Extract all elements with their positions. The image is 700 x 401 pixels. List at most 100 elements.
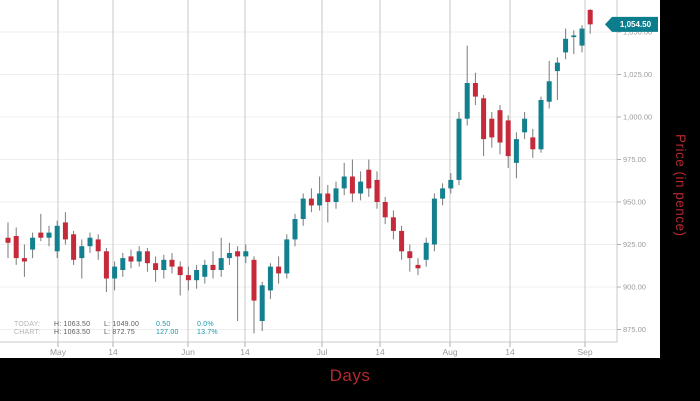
candlestick[interactable] bbox=[358, 181, 364, 194]
candlestick[interactable] bbox=[276, 266, 282, 274]
candlestick[interactable] bbox=[349, 176, 355, 194]
date-tick-label: 14 bbox=[375, 347, 385, 357]
candlestick[interactable] bbox=[210, 264, 216, 270]
price-chart[interactable]: 1,050.00 1,025.00 1,000.00 975.00 950.00 925.… bbox=[0, 0, 660, 358]
candlestick[interactable] bbox=[390, 217, 396, 231]
candlestick[interactable] bbox=[218, 258, 224, 270]
candlestick[interactable] bbox=[194, 270, 200, 281]
candlestick[interactable] bbox=[579, 28, 585, 46]
candlestick[interactable] bbox=[317, 193, 323, 206]
chart-canvas[interactable]: 1,050.00 1,025.00 1,000.00 975.00 950.00 925.… bbox=[0, 0, 660, 358]
price-tick-label: 975.00 bbox=[623, 155, 646, 164]
last-price-badge bbox=[605, 16, 658, 32]
candlestick[interactable] bbox=[112, 266, 118, 279]
candlestick[interactable] bbox=[333, 188, 339, 202]
candlestick[interactable] bbox=[505, 120, 511, 157]
candlestick[interactable] bbox=[489, 118, 495, 138]
price-tick-label: 1,000.00 bbox=[623, 113, 652, 122]
candlestick[interactable] bbox=[79, 246, 85, 259]
candlestick[interactable] bbox=[5, 237, 11, 243]
candlestick[interactable] bbox=[423, 242, 429, 260]
candlestick[interactable] bbox=[341, 176, 347, 189]
candlestick[interactable] bbox=[62, 222, 68, 240]
candlestick[interactable] bbox=[226, 253, 232, 259]
candlestick[interactable] bbox=[202, 264, 208, 277]
candlestick[interactable] bbox=[464, 83, 470, 119]
candlestick[interactable] bbox=[513, 139, 519, 163]
candlestick[interactable] bbox=[415, 264, 421, 269]
candlestick[interactable] bbox=[259, 285, 265, 321]
candlestick[interactable] bbox=[563, 38, 569, 53]
x-axis-title: Days bbox=[329, 366, 371, 385]
candlestick[interactable] bbox=[87, 237, 93, 247]
candlestick[interactable] bbox=[177, 266, 183, 276]
candlestick[interactable] bbox=[382, 202, 388, 218]
price-tick-label: 875.00 bbox=[623, 325, 646, 334]
candlestick[interactable] bbox=[185, 275, 191, 281]
candlestick[interactable] bbox=[169, 259, 175, 267]
candlestick[interactable] bbox=[530, 137, 536, 150]
candlestick[interactable] bbox=[587, 9, 593, 25]
candlestick[interactable] bbox=[54, 225, 60, 252]
legend-today-label: TODAY: bbox=[14, 321, 41, 328]
date-tick-label: Aug bbox=[442, 347, 457, 357]
legend-chart-low: L: 872.75 bbox=[104, 329, 135, 336]
candlestick[interactable] bbox=[472, 83, 478, 97]
candlestick[interactable] bbox=[267, 266, 273, 291]
candlestick[interactable] bbox=[46, 232, 52, 238]
y-axis-title: Price (in pence) bbox=[673, 133, 688, 237]
candlestick[interactable] bbox=[38, 232, 44, 238]
candlestick[interactable] bbox=[144, 251, 150, 264]
candlestick[interactable] bbox=[538, 100, 544, 150]
legend-row-today: TODAY: H: 1063.50 L: 1049.00 0.50 0.0% bbox=[14, 321, 218, 329]
price-tick-label: 950.00 bbox=[623, 198, 646, 207]
price-tick-label: 1,050.00 bbox=[623, 28, 652, 37]
candlestick[interactable] bbox=[308, 198, 314, 206]
candlestick[interactable] bbox=[103, 251, 109, 279]
candlestick[interactable] bbox=[300, 198, 306, 219]
candlestick[interactable] bbox=[30, 237, 36, 250]
candlestick[interactable] bbox=[21, 258, 27, 262]
candlestick[interactable] bbox=[554, 62, 560, 72]
candlestick[interactable] bbox=[399, 230, 405, 252]
price-tick-label: 1,025.00 bbox=[623, 70, 652, 79]
legend-today-change: 0.50 bbox=[156, 321, 171, 328]
candlestick[interactable] bbox=[128, 256, 134, 262]
candlestick[interactable] bbox=[71, 234, 77, 260]
date-tick-label: May bbox=[50, 347, 67, 357]
candlestick[interactable] bbox=[456, 118, 462, 180]
candlestick[interactable] bbox=[235, 251, 241, 257]
candlestick[interactable] bbox=[292, 219, 298, 240]
candlestick[interactable] bbox=[546, 81, 552, 102]
date-tick-label: Sep bbox=[577, 347, 592, 357]
legend-chart-change: 127.00 bbox=[156, 329, 179, 336]
candlestick[interactable] bbox=[120, 258, 126, 270]
candlestick[interactable] bbox=[284, 239, 290, 274]
candlestick[interactable] bbox=[325, 193, 331, 203]
candlestick[interactable] bbox=[407, 251, 413, 259]
candlestick[interactable] bbox=[95, 239, 101, 252]
candlestick[interactable] bbox=[448, 179, 454, 189]
price-tick-label: 900.00 bbox=[623, 283, 646, 292]
candlestick[interactable] bbox=[440, 188, 446, 199]
last-price-badge-label: 1,054.50 bbox=[620, 20, 652, 29]
candlestick[interactable] bbox=[136, 251, 142, 262]
candlestick[interactable] bbox=[497, 110, 503, 143]
candlestick[interactable] bbox=[251, 259, 257, 301]
candlestick[interactable] bbox=[13, 236, 19, 259]
candlestick[interactable] bbox=[481, 98, 487, 140]
date-tick-label: 14 bbox=[240, 347, 250, 357]
candlestick[interactable] bbox=[153, 263, 159, 270]
candlestick[interactable] bbox=[374, 179, 380, 202]
legend-today-low: L: 1049.00 bbox=[104, 321, 140, 328]
candlestick[interactable] bbox=[522, 118, 528, 133]
legend-chart-label: CHART: bbox=[14, 329, 41, 336]
candlestick[interactable] bbox=[366, 169, 372, 189]
candlestick[interactable] bbox=[431, 198, 437, 245]
candlestick[interactable] bbox=[161, 259, 167, 270]
legend-chart-pct: 13.7% bbox=[197, 329, 218, 336]
legend-row-chart: CHART: H: 1063.50 L: 872.75 127.00 13.7% bbox=[14, 329, 218, 337]
candlestick[interactable] bbox=[571, 35, 577, 38]
candlestick[interactable] bbox=[243, 251, 249, 257]
date-tick-label: 14 bbox=[108, 347, 118, 357]
